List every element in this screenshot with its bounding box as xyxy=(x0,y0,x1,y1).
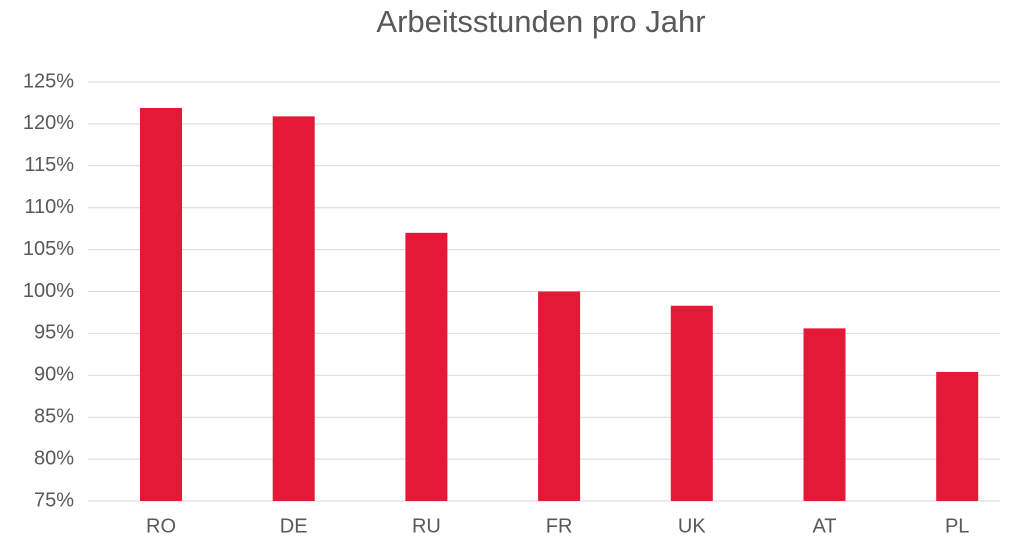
y-tick-label: 80% xyxy=(34,447,74,469)
y-tick-label: 110% xyxy=(24,196,74,218)
bar xyxy=(538,291,581,501)
bar xyxy=(405,232,448,501)
x-tick-label: FR xyxy=(546,515,573,537)
x-tick-label: AT xyxy=(812,515,836,537)
y-tick-label: 85% xyxy=(34,405,74,427)
y-tick-label: 105% xyxy=(23,238,74,260)
y-tick-label: 75% xyxy=(34,489,74,511)
x-tick-label: DE xyxy=(280,515,308,537)
y-tick-label: 90% xyxy=(34,364,74,386)
x-tick-label: RO xyxy=(146,515,176,537)
bar xyxy=(272,116,315,501)
x-tick-label: RU xyxy=(412,515,441,537)
x-tick-label: UK xyxy=(678,515,706,537)
y-tick-label: 125% xyxy=(23,70,74,92)
y-tick-label: 95% xyxy=(34,322,74,344)
bar xyxy=(670,305,713,501)
x-tick-label: PL xyxy=(945,515,969,537)
y-tick-label: 115% xyxy=(24,154,74,176)
bar xyxy=(936,371,979,501)
y-tick-label: 100% xyxy=(23,280,74,302)
bar xyxy=(140,107,182,501)
bar xyxy=(803,328,846,501)
y-tick-label: 120% xyxy=(23,112,74,134)
chart-title: Arbeitsstunden pro Jahr xyxy=(376,4,705,39)
